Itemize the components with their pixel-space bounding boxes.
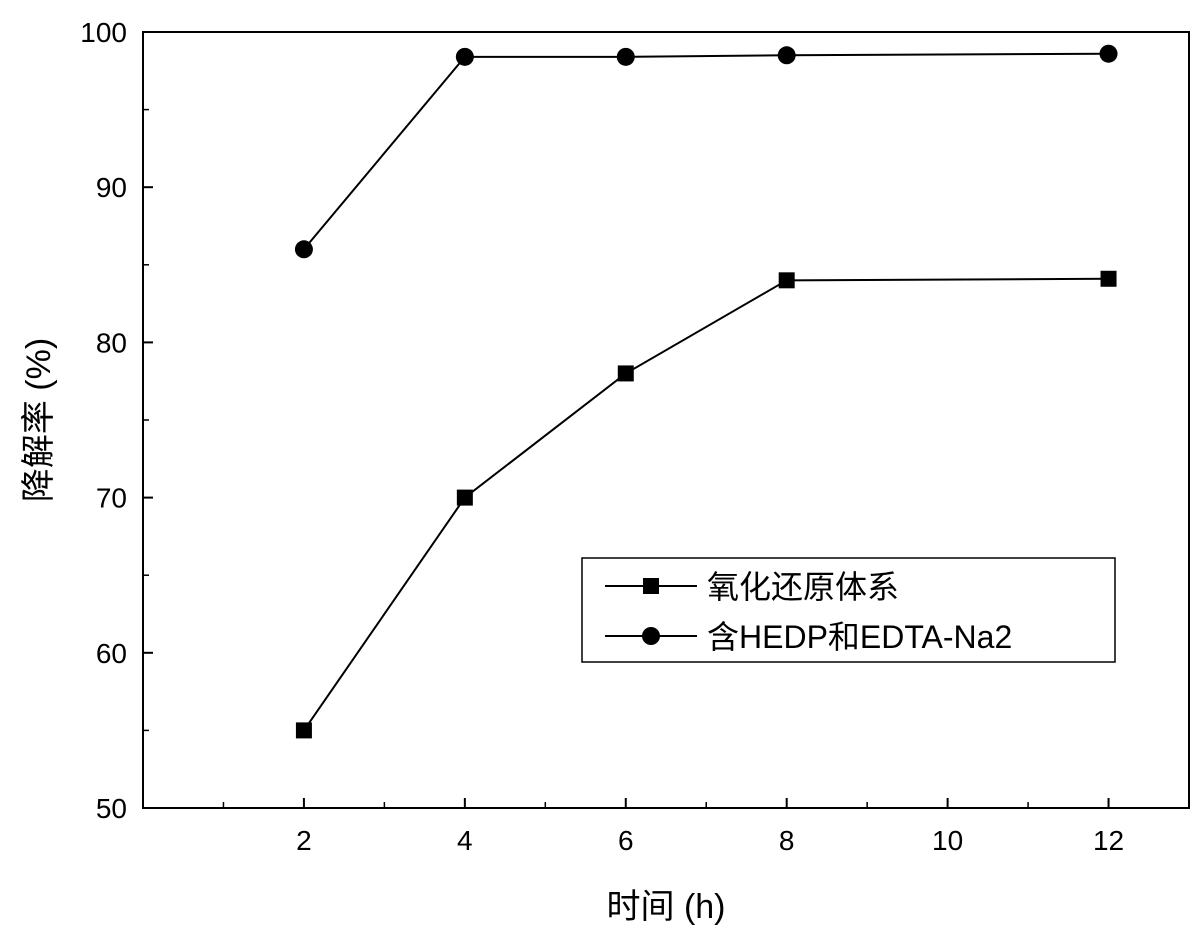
- legend-box: [581, 557, 1116, 663]
- x-tick-label: 2: [296, 825, 312, 856]
- circle-marker: [294, 240, 313, 259]
- legend-square-marker: [643, 578, 659, 594]
- y-tick-label: 90: [96, 172, 127, 203]
- series-1: [294, 44, 1118, 259]
- y-tick-label: 60: [96, 638, 127, 669]
- legend-label: 含HEDP和EDTA-Na2: [707, 619, 1012, 655]
- circle-marker: [777, 46, 796, 65]
- y-axis-ticks: 50 60 70 80 90 100: [80, 17, 153, 824]
- y-tick-label: 100: [80, 17, 127, 48]
- x-axis-ticks: 2 4 6 8 10 12: [222, 798, 1190, 856]
- x-tick-label: 10: [932, 825, 963, 856]
- plot-frame: [142, 31, 1190, 809]
- y-tick-label: 50: [96, 793, 127, 824]
- x-tick-label: 6: [618, 825, 634, 856]
- circle-marker: [455, 47, 474, 66]
- square-marker: [1100, 270, 1117, 287]
- legend-circle-marker: [642, 627, 660, 645]
- circle-marker: [616, 47, 635, 66]
- legend-label: 氧化还原体系: [707, 569, 899, 605]
- square-marker: [295, 722, 312, 739]
- x-axis-label: 时间 (h): [607, 888, 726, 926]
- square-marker: [456, 489, 473, 506]
- series-layer: [294, 44, 1118, 739]
- series-line: [303, 52, 1109, 250]
- series-0: [295, 270, 1117, 739]
- circle-marker: [1099, 44, 1118, 63]
- y-axis-label: 降解率 (%): [20, 338, 58, 502]
- x-tick-label: 4: [457, 825, 473, 856]
- y-tick-label: 70: [96, 483, 127, 514]
- x-tick-label: 8: [779, 825, 795, 856]
- legend-item: 含HEDP和EDTA-Na2: [605, 619, 1012, 655]
- square-marker: [778, 272, 795, 289]
- square-marker: [617, 365, 634, 382]
- y-tick-label: 80: [96, 327, 127, 358]
- x-tick-label: 12: [1093, 825, 1124, 856]
- legend-item: 氧化还原体系: [605, 569, 899, 605]
